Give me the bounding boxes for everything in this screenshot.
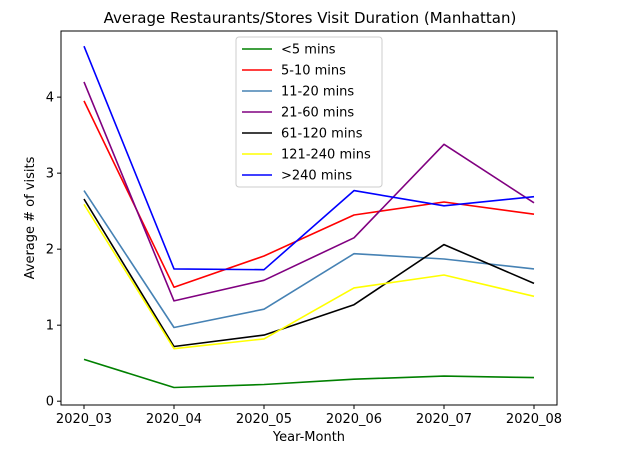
plot-area bbox=[83, 45, 535, 389]
y-axis: 0 1 2 3 4 bbox=[46, 91, 61, 410]
legend-label: >240 mins bbox=[281, 169, 352, 184]
y-axis-title: Average # of visits bbox=[23, 156, 38, 279]
x-axis-title: Year-Month bbox=[272, 430, 345, 445]
y-tick-label: 4 bbox=[46, 91, 54, 106]
legend: <5 mins 5-10 mins 11-20 mins 21-60 mins 61-1… bbox=[235, 36, 383, 188]
series-line-2 bbox=[83, 190, 535, 329]
chart-title: Average Restaurants/Stores Visit Duratio… bbox=[104, 9, 517, 27]
y-tick-label: 2 bbox=[46, 243, 54, 258]
legend-label: 21-60 mins bbox=[281, 106, 354, 121]
x-axis: 2020_03 2020_04 2020_05 2020_06 2020_07 2020_… bbox=[56, 405, 562, 427]
legend-label: 5-10 mins bbox=[281, 64, 346, 79]
legend-box bbox=[235, 36, 383, 188]
x-tick-label: 2020_08 bbox=[506, 412, 562, 427]
series-line-0 bbox=[83, 358, 535, 389]
y-tick-label: 1 bbox=[46, 319, 54, 334]
x-tick-label: 2020_04 bbox=[146, 412, 202, 427]
series-line-3 bbox=[83, 81, 535, 302]
x-tick-label: 2020_03 bbox=[56, 412, 112, 427]
legend-label: 11-20 mins bbox=[281, 85, 354, 100]
x-tick-label: 2020_07 bbox=[416, 412, 472, 427]
x-tick-label: 2020_06 bbox=[326, 412, 382, 427]
series-line-4 bbox=[83, 198, 535, 348]
legend-label: <5 mins bbox=[281, 43, 336, 58]
plot-frame bbox=[60, 30, 558, 406]
legend-label: 61-120 mins bbox=[281, 127, 363, 142]
series-line-6 bbox=[83, 45, 535, 271]
series-line-5 bbox=[83, 203, 535, 350]
y-tick-label: 3 bbox=[46, 167, 54, 182]
y-tick-label: 0 bbox=[46, 395, 54, 410]
legend-label: 121-240 mins bbox=[281, 148, 371, 163]
x-tick-label: 2020_05 bbox=[236, 412, 292, 427]
